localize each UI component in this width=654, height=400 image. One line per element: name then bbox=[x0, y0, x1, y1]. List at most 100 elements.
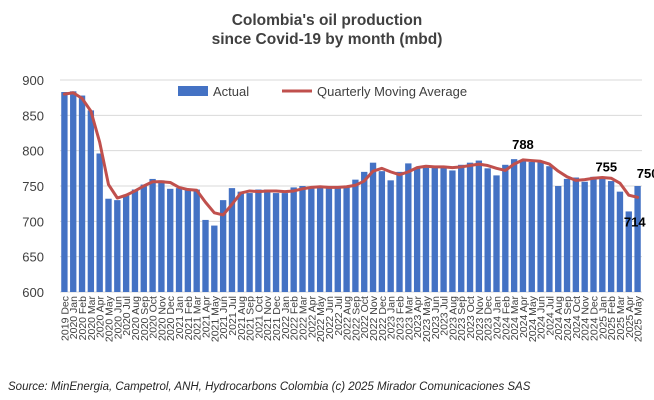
bar bbox=[387, 180, 394, 292]
bar bbox=[131, 189, 139, 292]
bar bbox=[599, 176, 606, 292]
bar bbox=[484, 168, 491, 292]
bar bbox=[396, 171, 403, 292]
bar bbox=[219, 200, 227, 292]
x-tick-label: 2024 Aug bbox=[553, 296, 565, 341]
x-tick-label: 2022 Jun bbox=[324, 296, 336, 339]
chart-title-line-1: Colombia's oil production bbox=[231, 12, 423, 29]
x-tick-label: 2021 Nov bbox=[262, 295, 274, 341]
bar bbox=[572, 177, 580, 292]
x-tick-label: 2023 Jul bbox=[439, 296, 451, 336]
x-tick-label: 2023 Apr bbox=[412, 296, 424, 339]
bar bbox=[87, 110, 95, 293]
y-tick-label: 850 bbox=[22, 108, 44, 123]
legend-label-actual: Actual bbox=[213, 84, 249, 99]
x-tick-label: 2020 Jun bbox=[112, 296, 124, 339]
x-tick-label: 2020 Jul bbox=[121, 296, 133, 336]
x-tick-label: 2024 Mar bbox=[509, 295, 521, 340]
x-tick-label: 2020 Oct bbox=[148, 296, 160, 339]
source-note: Source: MinEnergia, Campetrol, ANH, Hydr… bbox=[8, 381, 531, 393]
bar bbox=[202, 219, 209, 292]
x-tick-label: 2021 Apr bbox=[201, 296, 213, 339]
x-tick-label: 2020 Mar bbox=[86, 295, 98, 340]
x-tick-label: 2021 Oct bbox=[253, 296, 265, 339]
x-tick-label: 2020 Nov bbox=[156, 295, 168, 341]
moving-average-line bbox=[62, 91, 640, 217]
y-tick-label: 600 bbox=[22, 285, 44, 300]
x-tick-label: 2022 Aug bbox=[342, 296, 354, 341]
bar bbox=[122, 194, 130, 292]
data-annotations: 788 755 714 750 bbox=[512, 137, 654, 229]
bar bbox=[449, 170, 456, 292]
bar bbox=[607, 181, 615, 292]
bar bbox=[431, 166, 438, 292]
x-tick-label: 2025 May bbox=[633, 295, 645, 342]
x-tick-label: 2023 Jun bbox=[430, 296, 442, 339]
x-tick-label: 2024 Feb bbox=[500, 296, 512, 341]
x-tick-label: 2024 Apr bbox=[518, 296, 530, 339]
bar bbox=[475, 160, 483, 292]
x-tick-label: 2020 Jan bbox=[68, 296, 80, 339]
bar bbox=[334, 188, 341, 292]
x-tick-label: 2025 Mar bbox=[615, 295, 627, 340]
bar bbox=[378, 171, 386, 292]
x-tick-label: 2020 Dec bbox=[165, 296, 177, 341]
x-tick-label: 2023 Jan bbox=[386, 296, 398, 339]
bar bbox=[167, 188, 174, 292]
bar bbox=[184, 189, 192, 292]
bar bbox=[546, 166, 553, 292]
x-tick-label: 2021 Jan bbox=[174, 296, 186, 339]
bar bbox=[61, 92, 68, 292]
x-tick-label: 2022 May bbox=[315, 295, 327, 342]
bar bbox=[237, 191, 244, 292]
bar bbox=[369, 162, 377, 292]
bar bbox=[290, 187, 297, 292]
x-tick-label: 2023 Aug bbox=[447, 296, 459, 341]
y-tick-label: 700 bbox=[22, 214, 44, 229]
bar bbox=[325, 187, 333, 292]
x-tick-label: 2021 May bbox=[209, 295, 221, 342]
bar bbox=[246, 193, 253, 292]
bar bbox=[70, 91, 77, 292]
bar bbox=[422, 167, 430, 292]
bar bbox=[405, 163, 412, 292]
gridlines bbox=[60, 79, 642, 293]
x-tick-label: 2023 Feb bbox=[395, 296, 407, 341]
y-tick-label: 800 bbox=[22, 144, 44, 159]
x-tick-label: 2022 Dec bbox=[377, 296, 389, 341]
annotation-label: 714 bbox=[624, 214, 646, 229]
bar bbox=[96, 153, 103, 292]
bar bbox=[343, 186, 350, 292]
bar bbox=[308, 188, 315, 292]
bar bbox=[466, 162, 474, 292]
bar bbox=[175, 188, 183, 292]
bar bbox=[211, 225, 218, 292]
legend: Actual Quarterly Moving Average bbox=[178, 84, 467, 99]
x-tick-label: 2025 Jan bbox=[597, 296, 609, 339]
bar bbox=[105, 198, 112, 292]
x-tick-label: 2025 Apr bbox=[624, 296, 636, 339]
bar bbox=[625, 211, 632, 292]
x-tick-label: 2023 Dec bbox=[483, 296, 495, 341]
x-tick-label: 2024 Jan bbox=[492, 296, 504, 339]
x-tick-label: 2021 Jun bbox=[218, 296, 230, 339]
x-tick-label: 2022 Sep bbox=[350, 296, 362, 341]
x-tick-label: 2020 Sep bbox=[139, 296, 151, 341]
annotation-label: 750 bbox=[637, 166, 654, 181]
bar bbox=[413, 167, 421, 292]
bar bbox=[272, 193, 280, 292]
x-tick-label: 2023 Oct bbox=[465, 296, 477, 339]
bar bbox=[299, 186, 306, 292]
bar bbox=[228, 188, 236, 292]
bar bbox=[281, 193, 289, 292]
chart-title-line-2: since Covid-19 by month (mbd) bbox=[211, 31, 443, 48]
bar bbox=[440, 166, 447, 292]
y-tick-label: 650 bbox=[22, 250, 44, 265]
x-tick-label: 2021 Aug bbox=[236, 296, 248, 341]
annotation-label: 755 bbox=[595, 159, 617, 174]
x-tick-label: 2025 Feb bbox=[606, 296, 618, 341]
x-tick-label: 2022 Jan bbox=[280, 296, 292, 339]
chart-title: Colombia's oil production since Covid-19… bbox=[0, 11, 654, 49]
